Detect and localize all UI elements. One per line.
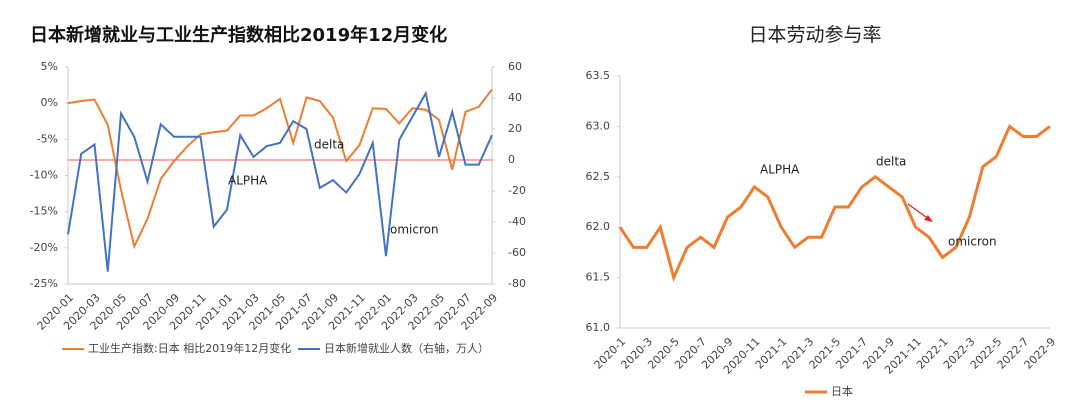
y2-tick-label: -60: [508, 246, 526, 259]
y-tick-label: 62.0: [586, 220, 611, 233]
y-tick-label: 5%: [41, 60, 58, 73]
y-tick-label: -5%: [37, 132, 58, 145]
y2-tick-label: -20: [508, 184, 526, 197]
annotation: omicron: [390, 223, 439, 237]
annotation: omicron: [948, 235, 997, 249]
legend-label: 日本新增就业人数（右轴，万人）: [324, 341, 489, 355]
annotation: delta: [876, 155, 906, 169]
y-tick-label: 0%: [41, 96, 58, 109]
y-tick-label: -15%: [30, 205, 58, 218]
y-tick-label: 62.5: [586, 170, 611, 183]
arrow-head: [924, 215, 933, 222]
legend-label: 工业生产指数:日本 相比2019年12月变化: [88, 341, 291, 355]
y-tick-label: 61.5: [586, 271, 611, 284]
legend-label: 日本: [831, 384, 853, 398]
y2-tick-label: 60: [508, 60, 522, 73]
y2-tick-label: 40: [508, 91, 522, 104]
annotation: delta: [314, 138, 344, 152]
chart-title: 日本劳动参与率: [748, 24, 881, 46]
y2-tick-label: 20: [508, 122, 522, 135]
y-tick-label: 63.5: [586, 69, 611, 82]
chart-title: 日本新增就业与工业生产指数相比2019年12月变化: [30, 24, 447, 46]
annotation: ALPHA: [760, 163, 800, 177]
y2-tick-label: 0: [508, 153, 515, 166]
y-tick-label: -20%: [30, 241, 58, 254]
y2-tick-label: -40: [508, 215, 526, 228]
y-tick-label: -10%: [30, 169, 58, 182]
data-line: [67, 88, 493, 250]
annotation: ALPHA: [228, 174, 268, 188]
y-tick-label: 63.0: [586, 119, 611, 132]
data-line: [67, 90, 493, 272]
y-tick-label: 61.0: [586, 321, 611, 334]
y2-tick-label: -80: [508, 277, 526, 290]
data-line: [618, 124, 1051, 283]
y-tick-label: -25%: [30, 277, 58, 290]
